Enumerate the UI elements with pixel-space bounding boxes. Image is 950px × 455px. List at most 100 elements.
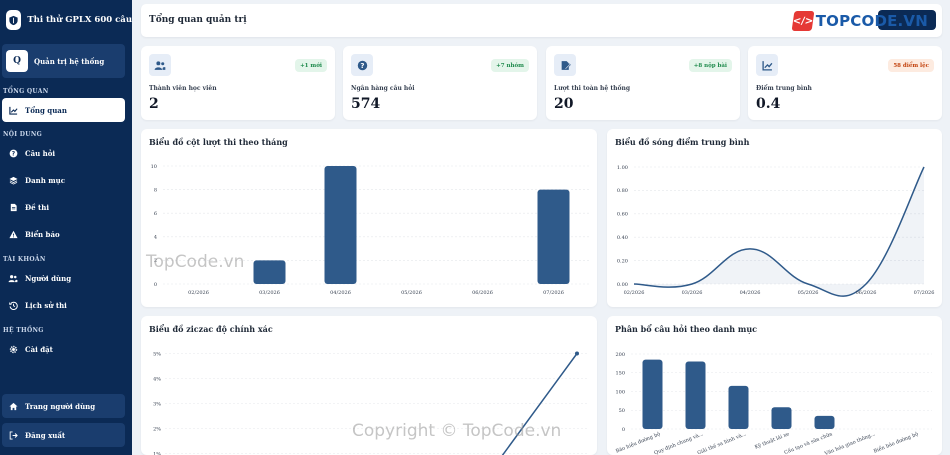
warning-triangle-icon	[7, 230, 19, 239]
sidebar-item-users[interactable]: Người dùng	[2, 266, 125, 290]
sidebar-item-signs[interactable]: Biển báo	[2, 222, 125, 246]
sidebar-item-label: Danh mục	[25, 175, 65, 185]
users-icon	[7, 274, 19, 283]
sidebar-item-categories[interactable]: Danh mục	[2, 168, 125, 192]
bar	[685, 361, 706, 429]
bar	[253, 260, 286, 284]
x-tick-label: 05/2026	[401, 290, 422, 296]
sidebar-item-questions[interactable]: ? Câu hỏi	[2, 141, 125, 165]
svg-text:?: ?	[360, 61, 364, 70]
logout-button[interactable]: Đăng xuất	[2, 423, 125, 447]
x-tick-label: 02/2026	[624, 290, 645, 296]
brand-title: Thi thử GPLX 600 câu	[27, 15, 132, 25]
bar	[814, 415, 835, 429]
x-tick-label: Biển báo đường bộ	[872, 430, 919, 454]
header-button[interactable]	[878, 10, 936, 30]
section-system: HỆ THỐNG	[3, 327, 44, 334]
gear-icon	[7, 345, 19, 354]
sidebar-item-label: Cài đặt	[25, 344, 53, 354]
y-tick-label: 0.00	[617, 282, 628, 288]
sidebar-item-label: Biển báo	[25, 229, 60, 239]
stat-value: 574	[351, 96, 381, 112]
x-tick-label: 07/2026	[914, 290, 935, 296]
logout-icon	[7, 430, 19, 440]
stat-card-attempts: +8 nộp bài Lượt thi toàn hệ thống 20	[546, 46, 740, 120]
x-tick-label: 04/2026	[740, 290, 761, 296]
y-tick-label: 10	[151, 164, 157, 170]
y-tick-label: 0.40	[617, 235, 628, 241]
stat-label: Điểm trung bình	[756, 85, 812, 92]
chart-card-average-score: Biểu đồ sóng điểm trung bình 0.00 0.20 0.4…	[607, 129, 942, 307]
average-score-line-chart: 0.00 0.20 0.40 0.60 0.80 1.00 02/2026 03/2026 04…	[617, 165, 935, 297]
y-tick-label: 150	[615, 371, 625, 377]
layers-icon	[7, 176, 19, 185]
stat-label: Lượt thi toàn hệ thống	[554, 85, 631, 92]
x-tick-label: 03/2026	[682, 290, 703, 296]
y-tick-label: 5%	[153, 351, 161, 357]
topcode-logo: </> TOPCODE.VN	[791, 9, 928, 33]
stat-card-students: +1 mới Thành viên học viên 2	[141, 46, 335, 120]
chart-card-category-distribution: Phân bổ câu hỏi theo danh mục 0 50 100 150 2…	[607, 316, 942, 455]
y-tick-label: 4	[154, 235, 157, 241]
top-header: Tổng quan quản trị </> TOPCODE.VN	[141, 4, 942, 37]
y-tick-label: 50	[619, 408, 625, 414]
stat-label: Ngân hàng câu hỏi	[351, 85, 415, 92]
sidebar-item-exams[interactable]: Đề thi	[2, 195, 125, 219]
bar	[642, 359, 663, 429]
chart-title: Phân bổ câu hỏi theo danh mục	[615, 324, 758, 334]
file-icon	[7, 203, 19, 212]
stat-badge: 58 điểm lệc	[888, 59, 934, 72]
sidebar-item-history[interactable]: Lịch sử thi	[2, 293, 125, 317]
y-tick-label: 0.20	[617, 258, 628, 264]
stat-badge: +7 nhóm	[491, 59, 529, 72]
y-tick-label: 0.80	[617, 188, 628, 194]
sidebar-item-user-page[interactable]: Trang người dùng	[2, 394, 125, 418]
y-tick-label: 8	[154, 187, 157, 193]
users-icon	[149, 54, 171, 76]
home-icon	[7, 402, 19, 411]
chart-card-monthly-attempts: Biểu đồ cột lượt thi theo tháng 0 2 4 6 8 10 0…	[141, 129, 597, 307]
series-line	[501, 353, 578, 455]
shield-icon	[6, 10, 22, 30]
section-account: TÀI KHOẢN	[3, 256, 46, 263]
stat-badge: +8 nộp bài	[688, 59, 732, 72]
sidebar-item-label: Câu hỏi	[25, 148, 56, 158]
stat-badge: +1 mới	[295, 59, 327, 72]
brand[interactable]: Thi thử GPLX 600 câu	[0, 0, 132, 40]
topcode-logo-mark: </>	[791, 11, 815, 31]
data-point	[575, 351, 579, 356]
admin-profile[interactable]: Q Quản trị hệ thống	[2, 44, 125, 78]
y-tick-label: 0.60	[617, 212, 628, 218]
page-title: Tổng quan quản trị	[149, 15, 247, 25]
stat-value: 0.4	[756, 96, 781, 112]
sidebar-item-dashboard[interactable]: Tổng quan	[2, 98, 125, 122]
y-tick-label: 2	[154, 258, 157, 264]
topcode-logo-text: TOPCODE.VN	[815, 12, 928, 30]
bar	[771, 407, 792, 429]
y-tick-label: 1.00	[617, 165, 628, 171]
bar	[728, 385, 749, 429]
stat-value: 2	[149, 96, 159, 112]
y-tick-label: 100	[615, 389, 625, 395]
chart-line-icon	[7, 106, 19, 115]
x-tick-label: 06/2026	[472, 290, 493, 296]
y-tick-label: 4%	[153, 376, 161, 382]
section-overview: TỔNG QUAN	[3, 88, 49, 95]
chart-line-icon	[756, 54, 778, 76]
bar	[324, 166, 357, 284]
question-circle-icon: ?	[351, 54, 373, 76]
chart-title: Biểu đồ sóng điểm trung bình	[615, 137, 750, 147]
y-tick-label: 1%	[153, 451, 161, 455]
x-tick-label: 04/2026	[330, 290, 351, 296]
admin-name: Quản trị hệ thống	[34, 56, 105, 66]
accuracy-zigzag-chart: 1% 2% 3% 4% 5%	[153, 351, 587, 455]
chart-title: Biểu đồ cột lượt thi theo tháng	[149, 137, 288, 147]
svg-text:?: ?	[11, 151, 15, 157]
y-tick-label: 6	[154, 211, 157, 217]
y-tick-label: 2%	[153, 426, 161, 432]
sidebar-item-settings[interactable]: Cài đặt	[2, 337, 125, 361]
bar	[537, 189, 570, 284]
sidebar-item-label: Tổng quan	[25, 105, 67, 115]
stat-label: Thành viên học viên	[149, 85, 217, 92]
